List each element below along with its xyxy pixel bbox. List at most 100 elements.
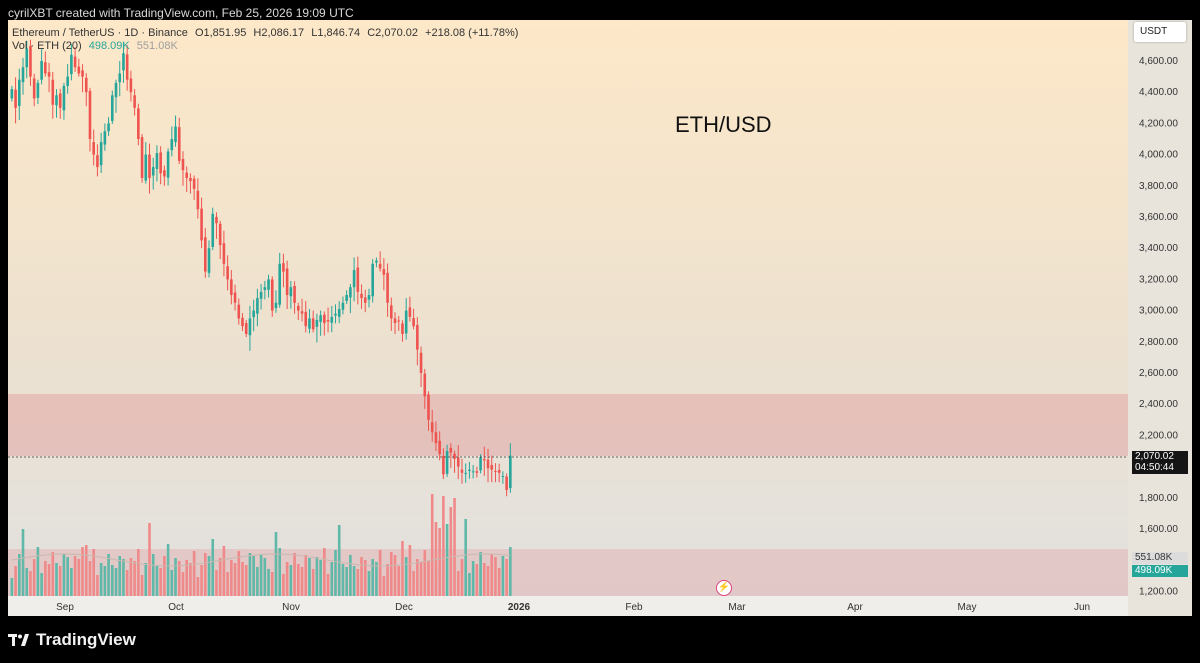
volume-bar — [293, 553, 296, 596]
volume-bar — [21, 529, 25, 596]
candle-body — [371, 263, 374, 297]
candle-body — [267, 279, 270, 290]
tradingview-icon — [8, 634, 29, 646]
open-value: O1,851.95 — [194, 27, 247, 39]
volume-bar — [475, 564, 479, 596]
volume-bar — [367, 571, 371, 596]
time-tick-label: Nov — [282, 602, 300, 613]
volume-bar — [47, 564, 51, 596]
candle-body — [40, 61, 43, 80]
price-tick-label: 3,400.00 — [1139, 243, 1178, 254]
volume-bar — [438, 528, 441, 596]
volume-bar — [107, 554, 110, 596]
candle-body — [479, 457, 482, 471]
candle-body — [304, 311, 308, 327]
candle-body — [442, 455, 445, 475]
tradingview-logo[interactable]: TradingView — [8, 630, 136, 650]
candle-body — [285, 268, 289, 295]
volume-bar — [404, 557, 408, 596]
volume-ma-value: 551.08K — [136, 40, 178, 52]
volume-bar — [230, 560, 233, 596]
volume-bar — [51, 552, 55, 596]
volume-bar — [375, 562, 378, 596]
time-tick-label: Apr — [847, 602, 863, 613]
price-axis: 4,600.00 4,400.00 4,200.00 4,000.00 3,800.00… — [1139, 56, 1178, 597]
candle-body — [118, 73, 122, 83]
volume-bar — [196, 577, 200, 596]
volume-bar — [111, 565, 114, 596]
volume-bar — [151, 554, 155, 596]
volume-bar — [453, 498, 456, 596]
time-tick-label: Jun — [1074, 602, 1090, 613]
volume-bar — [137, 549, 140, 596]
volume-bar — [211, 539, 215, 596]
candle-body — [47, 72, 51, 77]
candle-body — [114, 82, 118, 98]
volume-bar — [114, 568, 118, 596]
symbol-label[interactable]: Ethereum / TetherUS · 1D · Binance — [12, 27, 188, 39]
price-tick-label: 1,600.00 — [1139, 524, 1178, 535]
volume-ma-tag: 551.08K — [1132, 552, 1188, 564]
volume-bar — [282, 574, 285, 596]
volume-bar — [215, 570, 218, 596]
volume-bar — [337, 525, 341, 596]
volume-bar — [192, 551, 196, 596]
candle-body — [181, 158, 185, 171]
volume-bar — [189, 563, 192, 596]
time-tick-label: Feb — [625, 602, 643, 613]
quote-currency-button[interactable]: USDT — [1134, 22, 1186, 42]
countdown-value: 04:50:44 — [1135, 462, 1174, 473]
candle-body — [408, 307, 412, 317]
candle-body — [490, 465, 494, 470]
candle-body — [486, 459, 490, 469]
volume-bar — [177, 561, 181, 596]
volume-bars — [10, 494, 512, 596]
candle-body — [62, 85, 66, 111]
flash-icon[interactable]: ⚡ — [716, 580, 732, 596]
candle-body — [256, 298, 259, 314]
candle-body — [464, 472, 467, 474]
candle-body — [99, 142, 103, 166]
volume-bar — [334, 550, 337, 596]
volume-bar — [125, 570, 129, 596]
volume-bar — [270, 572, 274, 596]
candle-body — [122, 53, 125, 71]
candle-body — [237, 304, 241, 319]
candle-body — [222, 243, 226, 264]
volume-bar — [300, 567, 304, 596]
volume-bar — [430, 494, 434, 596]
time-axis: Sep Oct Nov Dec 2026 Feb Mar Apr May Jun — [56, 602, 1090, 613]
candle-body — [163, 170, 166, 177]
candle-body — [497, 470, 501, 473]
volume-bar — [129, 558, 133, 596]
time-tick-label: May — [958, 602, 977, 613]
candle-body — [390, 305, 393, 319]
volume-bar — [423, 550, 427, 596]
candle-body — [471, 471, 475, 473]
price-tick-label: 2,800.00 — [1139, 337, 1178, 348]
volume-bar — [456, 571, 460, 596]
volume-bar — [148, 523, 151, 596]
candle-body — [263, 287, 267, 291]
candle-body — [14, 89, 17, 108]
brand-name: TradingView — [36, 630, 136, 649]
candle-body — [151, 167, 155, 176]
candle-body — [289, 287, 293, 297]
time-axis-panel — [8, 596, 1128, 616]
volume-bar — [445, 524, 449, 596]
candle-body — [252, 310, 255, 318]
volume-bar — [315, 557, 319, 596]
volume-bar — [133, 561, 136, 596]
candle-body — [10, 89, 14, 99]
volume-label[interactable]: Vol · ETH (20) — [12, 40, 82, 52]
volume-bar — [263, 558, 267, 596]
volume-bar — [29, 571, 32, 596]
price-tick-label: 3,600.00 — [1139, 212, 1178, 223]
candle-body — [393, 318, 397, 324]
candle-body — [233, 292, 237, 303]
volume-bar — [185, 560, 188, 596]
price-tick-label: 2,200.00 — [1139, 430, 1178, 441]
volume-bar — [122, 559, 125, 596]
volume-bar — [393, 555, 397, 596]
